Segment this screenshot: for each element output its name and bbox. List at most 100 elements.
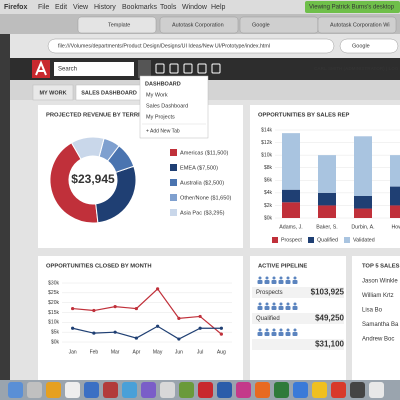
legend-swatch (170, 149, 177, 156)
toolbar-icon[interactable] (155, 63, 165, 74)
dock-icon[interactable] (27, 382, 42, 398)
dock-icon[interactable] (160, 382, 175, 398)
dock-icon[interactable] (236, 382, 251, 398)
toolbar-icon[interactable] (211, 63, 221, 74)
toolbar-icon[interactable] (183, 63, 193, 74)
add-tab[interactable]: + Add New Tab (146, 128, 180, 134)
menu-item[interactable]: Edit (55, 4, 67, 11)
menu-item[interactable]: Bookmarks (122, 4, 158, 11)
x-tick-label: Jul (197, 349, 203, 355)
dock-icon[interactable] (103, 382, 118, 398)
legend-swatch (308, 237, 314, 243)
x-tick-label: Mar (111, 349, 120, 355)
x-tick-label: Adams, J. (279, 224, 303, 230)
person-icon (278, 280, 284, 284)
legend-label: Asia Pac ($3,295) (180, 210, 225, 216)
pipeline-label: Qualified (256, 316, 280, 322)
sales-name: Lisa Bo (362, 308, 383, 314)
bar (354, 136, 372, 196)
person-icon (279, 276, 283, 280)
x-tick-label: Aug (217, 349, 226, 355)
dock-icon[interactable] (255, 382, 270, 398)
pipeline-row (252, 287, 344, 298)
x-tick-label: Durbin, A. (351, 224, 374, 230)
x-tick-label: Baker, S. (316, 224, 338, 230)
dock-icon[interactable] (179, 382, 194, 398)
browser-tab[interactable] (159, 16, 239, 34)
notice-box (305, 1, 400, 13)
y-tick-label: $30k (48, 280, 59, 286)
legend-label: Qualified (317, 237, 338, 243)
browser-tab[interactable] (317, 16, 397, 34)
menu-item[interactable]: View (73, 4, 89, 11)
legend-label: Australia ($2,500) (180, 180, 224, 186)
person-icon (279, 302, 283, 306)
dock-icon[interactable] (198, 382, 213, 398)
menu-item[interactable]: Window (182, 4, 208, 11)
y-tick-label: $25k (48, 290, 59, 296)
search-engine: Google (352, 43, 370, 49)
sales-name: William Krtz (362, 293, 394, 299)
toolbar-icon[interactable] (197, 63, 207, 74)
person-icon (272, 302, 276, 306)
person-icon (292, 332, 298, 336)
menu-item[interactable]: Tools (160, 4, 177, 11)
person-icon (292, 306, 298, 310)
url-bar[interactable] (47, 38, 335, 54)
x-tick-label: Feb (90, 349, 99, 355)
person-icon (264, 280, 270, 284)
dock-icon[interactable] (312, 382, 327, 398)
dock-icon[interactable] (46, 382, 61, 398)
logo-glyph (35, 60, 47, 76)
dock-icon[interactable] (84, 382, 99, 398)
menu-item[interactable]: Help (211, 4, 226, 11)
dropdown-item[interactable]: My Projects (146, 114, 175, 120)
sales-name: Andrew Boc (362, 337, 394, 343)
bar (318, 205, 336, 218)
menu-item[interactable]: History (94, 4, 116, 11)
search-bar[interactable] (339, 38, 399, 54)
dock-icon[interactable] (293, 382, 308, 398)
dropdown-box (139, 75, 209, 139)
person-icon (286, 302, 290, 306)
tab-label: Google (252, 22, 270, 28)
toolbar-icon[interactable] (169, 63, 179, 74)
point (198, 314, 202, 319)
dock-icon[interactable] (141, 382, 156, 398)
pie-slice (49, 142, 99, 224)
legend-swatch (170, 209, 177, 216)
tab-label: Autotask Corporation (172, 22, 224, 28)
x-tick-label: Howe, (391, 224, 400, 230)
bar (318, 155, 336, 193)
line (72, 325, 222, 340)
bar (282, 202, 300, 218)
person-icon (279, 328, 283, 332)
app-search[interactable] (54, 62, 134, 76)
dropdown-item[interactable]: My Work (146, 92, 168, 98)
page-tab[interactable] (32, 84, 74, 101)
person-icon (285, 332, 291, 336)
y-tick-label: $6k (264, 178, 273, 184)
menubar (0, 0, 400, 14)
sales-name: Samantha Ba (362, 322, 399, 328)
dock-icon[interactable] (65, 382, 80, 398)
legend-label: EMEA ($7,500) (180, 165, 218, 171)
url: file:///Volumes/departments/Product Desi… (58, 43, 270, 49)
dock-icon[interactable] (217, 382, 232, 398)
menu-item[interactable]: File (38, 4, 49, 11)
dock-icon[interactable] (122, 382, 137, 398)
person-icon (271, 280, 277, 284)
browser-tab[interactable] (77, 16, 157, 34)
dock-icon[interactable] (369, 382, 384, 398)
dock-icon[interactable] (350, 382, 365, 398)
notice: Viewing Patrick Burns's desktop (309, 5, 395, 11)
person-icon (272, 276, 276, 280)
person-icon (271, 306, 277, 310)
dock-icon[interactable] (8, 382, 23, 398)
dock-icon[interactable] (331, 382, 346, 398)
toolbar-icon-active[interactable] (138, 60, 151, 78)
legend-label: Validated (353, 237, 375, 243)
person-icon (264, 332, 270, 336)
dropdown-item[interactable]: Sales Dashboard (146, 103, 188, 109)
dock-icon[interactable] (274, 382, 289, 398)
